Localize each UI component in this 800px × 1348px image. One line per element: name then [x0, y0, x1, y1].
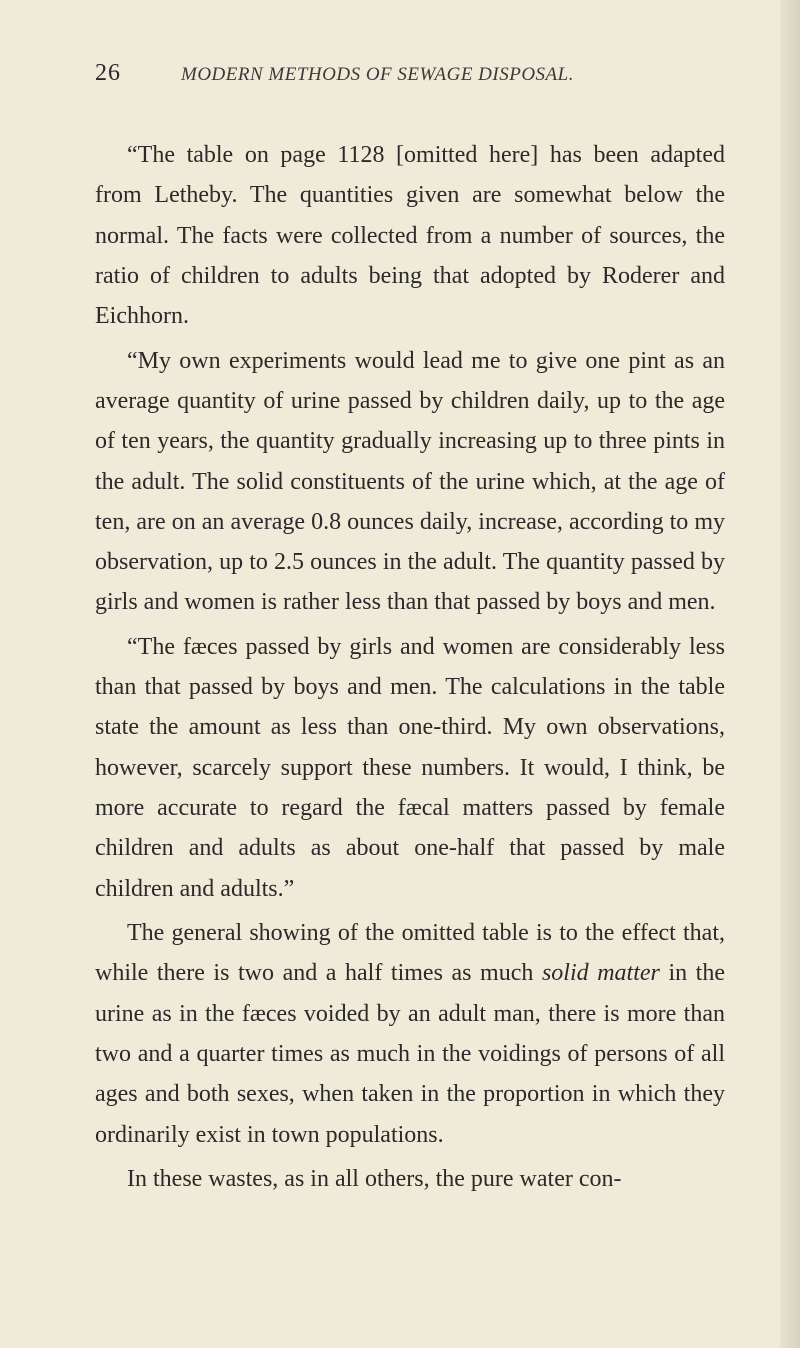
- p4-text-part2: in the urine as in the fæces voided by a…: [95, 960, 725, 1147]
- body-paragraph-5: In these wastes, as in all others, the p…: [95, 1159, 725, 1199]
- page-number: 26: [95, 60, 121, 87]
- body-paragraph-1: “The table on page 1128 [omitted here] h…: [95, 135, 725, 337]
- page-header: 26 MODERN METHODS OF SEWAGE DISPOSAL.: [95, 60, 725, 87]
- body-paragraph-3: “The fæces passed by girls and women are…: [95, 627, 725, 909]
- document-page: 26 MODERN METHODS OF SEWAGE DISPOSAL. “T…: [0, 0, 800, 1348]
- body-paragraph-4: The general showing of the omitted table…: [95, 913, 725, 1155]
- page-edge-shadow: [780, 0, 800, 1348]
- body-paragraph-2: “My own experiments would lead me to giv…: [95, 341, 725, 623]
- p4-italic-phrase: solid matter: [542, 960, 660, 986]
- header-title: MODERN METHODS OF SEWAGE DISPOSAL.: [181, 64, 574, 86]
